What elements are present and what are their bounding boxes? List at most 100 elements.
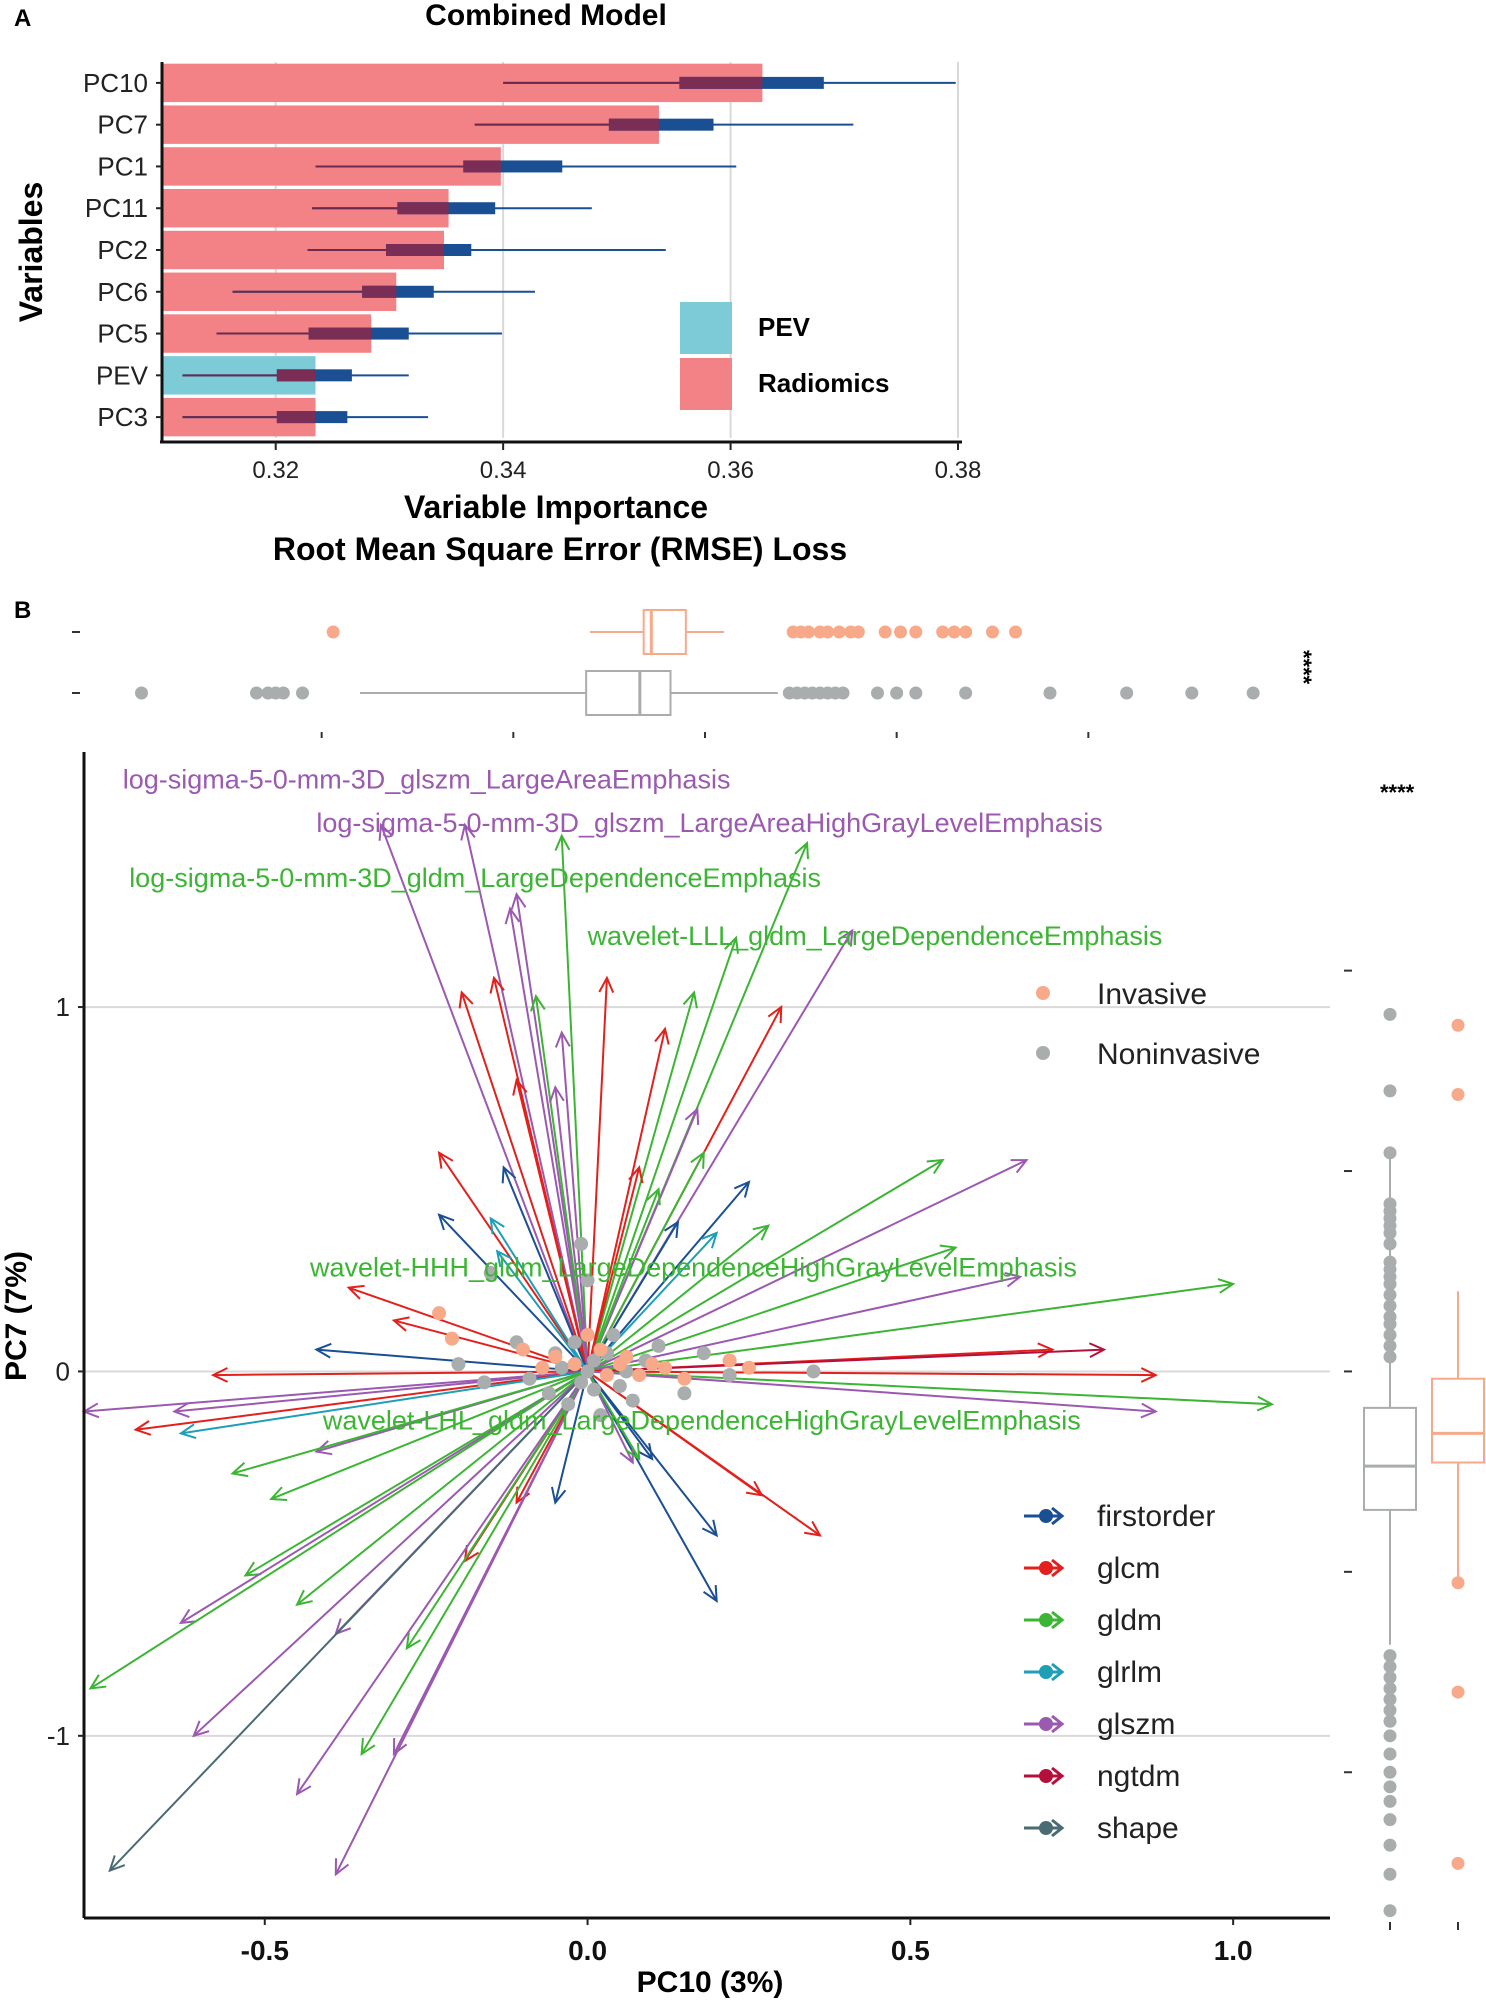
top-outlier-Noninvasive-4 [276, 686, 290, 700]
x-tick-2: 0.5 [891, 1935, 930, 1966]
top-outlier-Invasive-12 [936, 625, 950, 639]
point-noninvasive-22 [606, 1328, 621, 1342]
arrowhead-gldm-2 [554, 833, 571, 851]
legend-arrowhead-gldm [1051, 1610, 1065, 1630]
top-outlier-Invasive-3 [802, 625, 815, 639]
annotation-4: wavelet-HHH_gldm_LargeDependenceHighGray… [309, 1253, 1077, 1283]
y-tick-PEV: PEV [96, 360, 149, 390]
top-outlier-Noninvasive-18 [1043, 686, 1057, 700]
right-outlier-Noninvasive-31 [1383, 1794, 1397, 1808]
x-tick-2: 0.36 [707, 457, 754, 484]
arrowhead-firstorder-26 [733, 1180, 751, 1198]
arrow-glszm-65 [193, 1370, 589, 1737]
point-invasive-10 [722, 1353, 737, 1368]
annotation-3: wavelet-LLL_gldm_LargeDependenceEmphasis [587, 921, 1163, 951]
annotation-0: log-sigma-5-0-mm-3D_glszm_LargeAreaEmpha… [123, 764, 731, 794]
point-invasive-5 [593, 1342, 608, 1357]
arrowhead-gldm-63 [405, 1632, 422, 1651]
arrow-gldm-50 [270, 1370, 588, 1500]
top-outlier-Invasive-9 [878, 625, 892, 639]
point-invasive-4 [580, 1328, 595, 1342]
arrowhead-glszm-69 [334, 1858, 350, 1877]
arrowhead-gldm-32 [939, 1244, 958, 1260]
right-outlier-Noninvasive-33 [1383, 1838, 1397, 1852]
panel-b-ylabel: PC7 (7%) [0, 1251, 33, 1381]
right-outlier-Noninvasive-34 [1383, 1867, 1397, 1881]
top-outlier-Noninvasive-17 [959, 686, 973, 700]
arrow-glcm-20 [438, 1152, 589, 1372]
arrowhead-firstorder-55 [701, 1519, 719, 1538]
arrow-glszm-5 [509, 908, 589, 1372]
top-outlier-Invasive-8 [851, 625, 865, 639]
arrow-gldm-57 [244, 1370, 589, 1577]
point-noninvasive-9 [612, 1379, 627, 1394]
panel-a-legend: PEV Radiomics [680, 302, 890, 410]
arrowhead-firstorder-27 [437, 1213, 455, 1231]
arrow-gldm-34 [587, 1282, 1234, 1373]
right-outlier-Noninvasive-12 [1383, 1277, 1397, 1291]
y-tick-PC3: PC3 [97, 402, 148, 432]
annotation-1: log-sigma-5-0-mm-3D_glszm_LargeAreaHighG… [316, 808, 1102, 838]
point-noninvasive-11 [587, 1382, 602, 1397]
point-invasive-12 [599, 1368, 614, 1383]
arrowhead-glrlm-45 [178, 1423, 197, 1440]
right-outlier-Noninvasive-21 [1383, 1660, 1397, 1674]
point-noninvasive-27 [587, 1353, 602, 1368]
panel-b-group-legend: Invasive Noninvasive [1036, 978, 1260, 1071]
point-noninvasive-26 [574, 1375, 589, 1390]
arrow-glszm-69 [334, 1370, 589, 1875]
arrowhead-glszm-49 [314, 1440, 333, 1456]
point-noninvasive-2 [483, 1266, 498, 1281]
arrowhead-glszm-0 [378, 822, 394, 841]
legend-label-Invasive: Invasive [1097, 978, 1207, 1011]
arrowhead-glcm-54 [804, 1520, 822, 1537]
arrowhead-glrlm-30 [701, 1231, 719, 1249]
arrow-firstorder-53 [554, 1371, 589, 1503]
right-outlier-Invasive-4 [1451, 1856, 1465, 1870]
arrowhead-glszm-14 [554, 1030, 571, 1048]
arrowhead-firstorder-38 [314, 1342, 332, 1359]
arrowhead-glszm-5 [504, 906, 521, 925]
point-noninvasive-23 [580, 1364, 595, 1379]
arrowhead-gldm-66 [360, 1738, 376, 1757]
x-tick-1: 0.34 [480, 457, 527, 484]
box-overlap-PC11 [397, 202, 449, 215]
arrowhead-gldm-23 [646, 1187, 661, 1206]
point-noninvasive-3 [806, 1364, 821, 1379]
arrowhead-glcm-11 [598, 975, 615, 994]
legend-label-ngtdm: ngtdm [1097, 1760, 1180, 1793]
right-outlier-Invasive-3 [1451, 1685, 1465, 1699]
y-tick-0: -1 [47, 1721, 70, 1751]
right-significance: **** [1380, 780, 1415, 805]
top-significance: **** [1291, 650, 1316, 685]
right-outlier-Noninvasive-16 [1383, 1317, 1397, 1331]
arrowhead-firstorder-72 [637, 1442, 654, 1461]
arrow-glcm-16 [515, 1079, 589, 1372]
arrow-gldm-32 [587, 1246, 956, 1373]
point-invasive-16 [645, 1357, 660, 1372]
top-outlier-Invasive-16 [1009, 625, 1022, 639]
box-overlap-PC3 [276, 411, 316, 424]
arrow-glszm-18 [586, 1108, 699, 1372]
arrow-gldm-31 [586, 1224, 769, 1373]
right-outlier-Noninvasive-0 [1383, 1007, 1397, 1021]
arrowhead-firstorder-58 [702, 1584, 718, 1603]
arrowhead-glcm-56 [745, 1480, 764, 1497]
arrow-gldm-24 [587, 1159, 944, 1373]
arrow-ngtdm-40 [587, 1348, 1105, 1373]
legend-label-Noninvasive: Noninvasive [1097, 1038, 1260, 1071]
arrowhead-glszm-65 [192, 1720, 210, 1738]
top-outlier-Invasive-0 [326, 625, 340, 639]
panel-a-xlabel: Variable Importance [404, 489, 708, 525]
panel-a-ylabel: Variables [13, 182, 49, 323]
panel-a: A Combined Model Variables PC10PC7PC1PC1… [13, 0, 981, 567]
arrowhead-gldm-51 [230, 1462, 249, 1478]
arrowhead-firstorder-53 [550, 1486, 567, 1505]
panel-a-xlabel2: Root Mean Square Error (RMSE) Loss [273, 531, 847, 567]
panel-a-boxplots [182, 76, 956, 424]
panel-b-top-boxplot: **** [72, 609, 1316, 738]
arrow-glszm-0 [380, 824, 589, 1372]
arrowhead-glcm-46 [1140, 1367, 1158, 1383]
arrow-glszm-1 [463, 824, 589, 1372]
right-outlier-Noninvasive-20 [1383, 1649, 1397, 1663]
